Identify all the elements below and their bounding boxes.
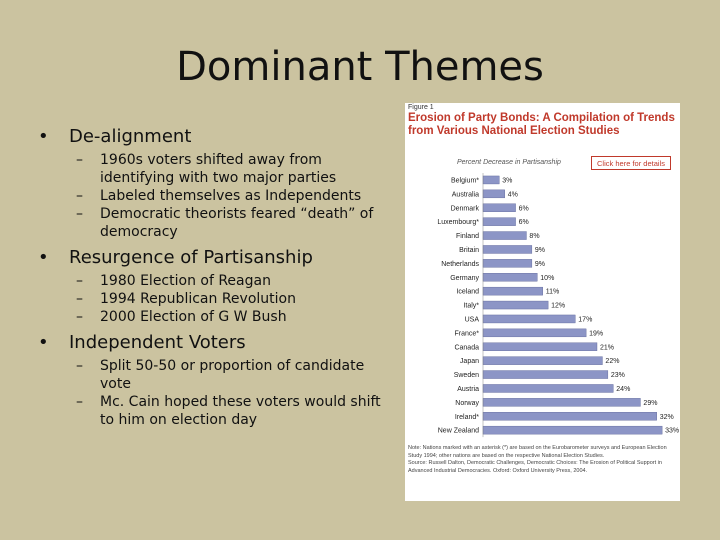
bar (482, 384, 614, 393)
section-independents: Independent Voters Split 50-50 or propor… (38, 332, 383, 429)
value-label: 4% (508, 191, 518, 198)
bar (482, 286, 543, 296)
value-label: 24% (616, 386, 630, 393)
bar (482, 245, 533, 254)
figure-label: Figure 1 (408, 104, 434, 111)
figure-note: Note: Nations marked with an asterisk (*… (408, 445, 667, 459)
sub-bullet: Mc. Cain hoped these voters would shift … (38, 393, 383, 429)
category-label: Canada (454, 344, 479, 351)
value-label: 32% (660, 414, 674, 421)
sub-bullet: 1980 Election of Reagan (38, 272, 383, 290)
bar (482, 273, 538, 282)
bar (482, 342, 598, 351)
bar (482, 300, 549, 310)
bar-chart: Belgium* 3% Australia 4% Denmark 6% Luxembourg… (437, 173, 679, 438)
bar (482, 259, 533, 268)
bar (482, 370, 609, 379)
figure-notes: Note: Nations marked with an asterisk (*… (408, 445, 676, 475)
value-label: 17% (578, 316, 592, 323)
slide-title: Dominant Themes (176, 44, 544, 90)
value-label: 9% (535, 261, 545, 268)
sub-bullet: Democratic theorists feared “death” of d… (38, 205, 383, 241)
category-label: Germany (450, 275, 479, 282)
value-label: 33% (665, 428, 679, 435)
bar (482, 231, 527, 240)
value-label: 9% (535, 247, 545, 254)
value-label: 3% (502, 177, 512, 184)
value-label: 10% (540, 275, 554, 282)
category-label: Ireland* (455, 414, 479, 421)
axis-label: Percent Decrease in Partisanship (457, 159, 561, 166)
category-label: Luxembourg* (437, 219, 479, 226)
section-dealignment: De-alignment 1960s voters shifted away f… (38, 126, 383, 241)
value-label: 11% (546, 289, 560, 296)
bar (482, 412, 657, 421)
bar (482, 175, 500, 185)
bullet-heading: Independent Voters (38, 332, 383, 353)
category-label: Iceland (456, 289, 479, 296)
sub-bullet: Split 50-50 or proportion of candidate v… (38, 357, 383, 393)
figure-panel: Figure 1 Erosion of Party Bonds: A Compi… (405, 103, 680, 501)
section-partisanship: Resurgence of Partisanship 1980 Election… (38, 247, 383, 326)
category-label: USA (465, 316, 480, 323)
category-label: Denmark (451, 205, 480, 212)
value-label: 6% (519, 219, 529, 226)
bullet-list: De-alignment 1960s voters shifted away f… (38, 126, 383, 435)
figure-source: Source: Russell Dalton, Democratic Chall… (408, 460, 662, 474)
bar (482, 398, 641, 407)
bar (482, 217, 516, 226)
sub-bullet: Labeled themselves as Independents (38, 187, 383, 205)
category-label: Netherlands (441, 261, 479, 268)
value-label: 23% (611, 372, 625, 379)
bullet-heading: De-alignment (38, 126, 383, 147)
value-label: 22% (605, 358, 619, 365)
category-label: Austria (457, 386, 479, 393)
bar (482, 189, 505, 199)
sub-bullet: 2000 Election of G W Bush (38, 308, 383, 326)
sub-bullet: 1960s voters shifted away from identifyi… (38, 151, 383, 187)
sub-bullet: 1994 Republican Revolution (38, 290, 383, 308)
category-label: Belgium* (451, 177, 479, 184)
value-label: 21% (600, 344, 614, 351)
value-label: 8% (529, 233, 539, 240)
bullet-heading: Resurgence of Partisanship (38, 247, 383, 268)
category-label: Sweden (454, 372, 479, 379)
bar (482, 425, 663, 435)
category-label: Norway (455, 400, 479, 407)
bar (482, 328, 587, 338)
value-label: 19% (589, 330, 603, 337)
category-label: France* (454, 330, 479, 337)
category-label: Italy* (463, 303, 479, 310)
category-label: Australia (452, 191, 479, 198)
category-label: New Zealand (438, 428, 479, 435)
figure-title: Erosion of Party Bonds: A Compilation of… (408, 112, 675, 137)
bar (482, 203, 516, 212)
bar (482, 314, 576, 324)
category-label: Japan (460, 358, 479, 365)
category-label: Britain (459, 247, 479, 254)
value-label: 12% (551, 303, 565, 310)
value-label: 6% (519, 205, 529, 212)
details-button[interactable]: Click here for details (591, 156, 671, 170)
category-label: Finland (456, 233, 479, 240)
value-label: 29% (643, 400, 657, 407)
bar (482, 356, 603, 365)
